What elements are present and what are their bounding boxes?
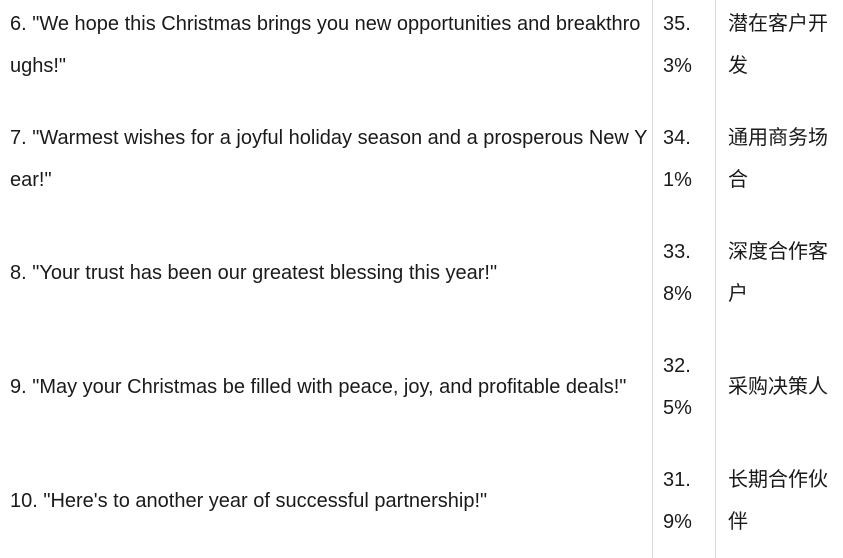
share-value: 35.3%: [663, 13, 692, 77]
message-text: 10. "Here's to another year of successfu…: [10, 490, 488, 512]
category-cell: 长期合作伙伴: [716, 444, 843, 558]
category-text: 长期合作伙伴: [728, 469, 828, 533]
category-text: 深度合作客户: [728, 241, 828, 305]
table-row-10: 10. "Here's to another year of successfu…: [0, 444, 843, 558]
share-value: 33.8%: [663, 241, 692, 305]
message-cell: 8. "Your trust has been our greatest ble…: [0, 216, 652, 330]
table-row-7: 7. "Warmest wishes for a joyful holiday …: [0, 102, 843, 216]
category-cell: 深度合作客户: [716, 216, 843, 330]
share-value: 32.5%: [663, 355, 692, 419]
message-cell: 10. "Here's to another year of successfu…: [0, 444, 652, 558]
message-text: 6. "We hope this Christmas brings you ne…: [10, 13, 641, 77]
table-row-6: 6. "We hope this Christmas brings you ne…: [0, 0, 843, 102]
message-text: 8. "Your trust has been our greatest ble…: [10, 262, 498, 284]
category-cell: 潜在客户开发: [716, 0, 843, 102]
share-value: 31.9%: [663, 469, 692, 533]
table-row-9: 9. "May your Christmas be filled with pe…: [0, 330, 843, 444]
category-text: 采购决策人: [728, 376, 828, 398]
share-cell: 31.9%: [652, 444, 716, 558]
share-value: 34.1%: [663, 127, 692, 191]
message-cell: 7. "Warmest wishes for a joyful holiday …: [0, 102, 652, 216]
category-text: 潜在客户开发: [728, 13, 828, 77]
message-text: 9. "May your Christmas be filled with pe…: [10, 376, 627, 398]
category-text: 通用商务场合: [728, 127, 828, 191]
message-cell: 9. "May your Christmas be filled with pe…: [0, 330, 652, 444]
message-text: 7. "Warmest wishes for a joyful holiday …: [10, 127, 648, 191]
message-cell: 6. "We hope this Christmas brings you ne…: [0, 0, 652, 102]
category-cell: 通用商务场合: [716, 102, 843, 216]
share-cell: 34.1%: [652, 102, 716, 216]
share-cell: 32.5%: [652, 330, 716, 444]
category-cell: 采购决策人: [716, 330, 843, 444]
share-cell: 33.8%: [652, 216, 716, 330]
table-row-8: 8. "Your trust has been our greatest ble…: [0, 216, 843, 330]
share-cell: 35.3%: [652, 0, 716, 102]
